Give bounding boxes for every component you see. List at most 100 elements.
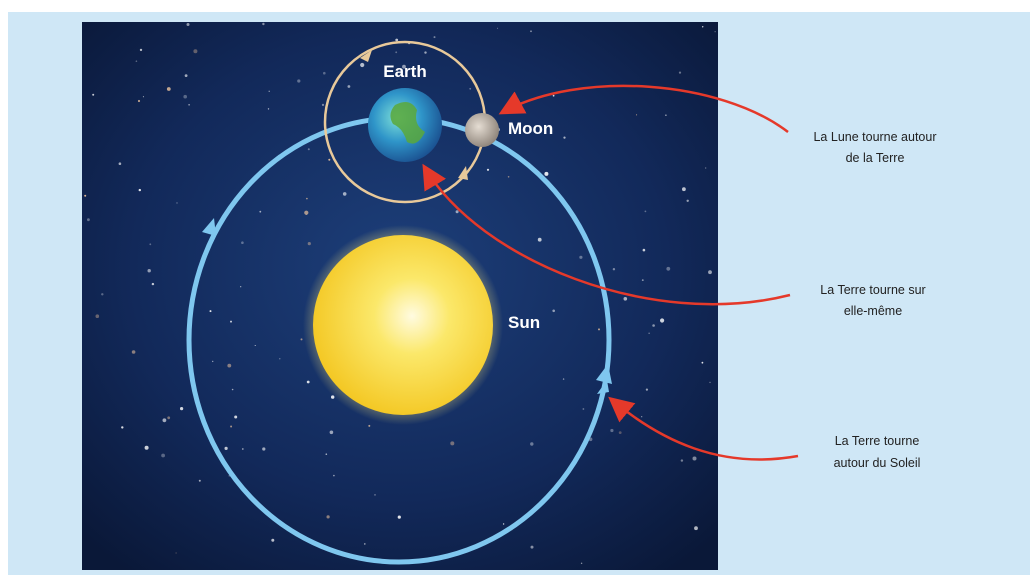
sun [313,235,493,415]
star [619,431,622,434]
star [434,36,436,38]
star [702,362,704,364]
star [187,23,190,26]
star [161,454,165,458]
star [553,95,555,97]
star [694,526,698,530]
star [163,418,167,422]
star [531,546,534,549]
star [327,515,330,518]
star [646,389,648,391]
star [469,88,471,90]
star [307,381,310,384]
star [92,94,94,96]
annotation: autour du Soleil [834,456,921,470]
star [450,441,454,445]
star [693,457,697,461]
sun-label: Sun [508,313,540,332]
earth-label: Earth [383,62,426,81]
star [323,72,326,75]
star [395,39,398,42]
star [152,283,154,285]
star [227,364,231,368]
star [242,448,244,450]
star [268,108,269,109]
star [87,218,90,221]
star [497,28,498,29]
star [232,389,234,391]
star [348,85,351,88]
annotation: La Lune tourne autour [813,130,936,144]
star [333,475,335,477]
star [301,338,303,340]
star [508,176,510,178]
star [212,361,213,362]
star [687,200,689,202]
star [665,114,667,116]
star [230,426,232,428]
star [395,51,397,53]
star [185,74,188,77]
star [610,429,613,432]
star [259,211,261,213]
star [167,87,171,91]
star [225,447,228,450]
star [271,539,274,542]
star [652,324,655,327]
star [210,310,212,312]
star [613,268,615,270]
star [330,431,334,435]
star [241,241,244,244]
star [136,60,138,62]
star [552,310,555,313]
star [645,211,647,213]
star [681,459,683,461]
star [140,49,142,51]
star [364,543,366,545]
star [199,480,201,482]
star [398,516,401,519]
star [149,243,151,245]
star [328,159,330,161]
star [708,270,712,274]
annotation: La Terre tourne sur [820,283,925,297]
star [145,446,149,450]
star [563,137,565,139]
star [715,31,716,32]
star [374,494,375,495]
star [262,447,265,450]
star [503,523,504,524]
star [138,100,140,102]
star [702,26,703,27]
star [682,187,686,191]
star [143,96,144,97]
moon-label: Moon [508,119,553,138]
star [660,318,664,322]
star [176,202,177,203]
star [121,426,123,428]
star [297,79,300,82]
star [84,195,86,197]
star [308,242,311,245]
star [183,95,187,99]
star [709,382,710,383]
star [262,23,264,25]
star [132,350,136,354]
star [641,416,642,417]
star [643,249,646,252]
star [96,314,100,318]
star [255,345,256,346]
star [176,552,177,553]
star [563,378,564,379]
star [581,563,582,564]
star [649,333,650,334]
star [583,408,585,410]
star [119,162,122,165]
star [193,49,197,53]
star [636,114,637,115]
star [360,63,364,67]
star [624,297,628,301]
star [642,279,644,281]
star [456,210,459,213]
star [167,416,170,419]
